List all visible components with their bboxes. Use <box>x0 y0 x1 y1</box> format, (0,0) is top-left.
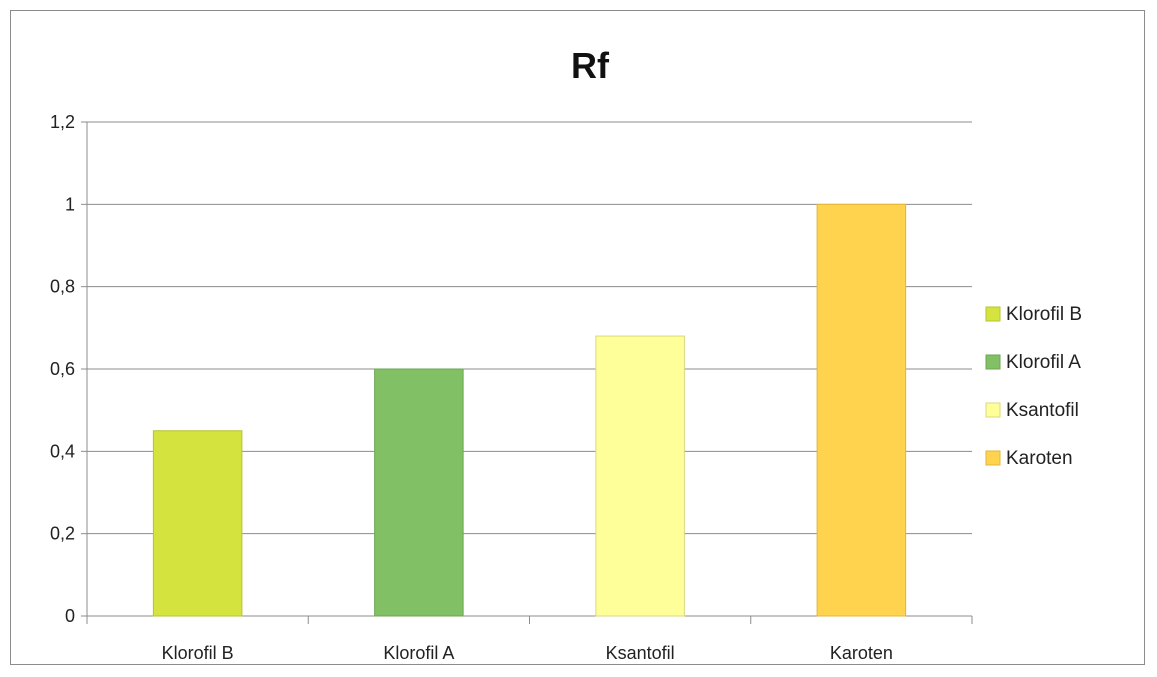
x-tick-label: Karoten <box>830 643 893 663</box>
bar <box>152 430 243 617</box>
x-tick-label: Klorofil A <box>383 643 454 663</box>
bars <box>152 203 907 617</box>
bar <box>595 335 685 617</box>
y-tick-label: 0,2 <box>50 524 75 544</box>
y-tick-label: 0,8 <box>50 277 75 297</box>
legend-swatch <box>985 402 1001 418</box>
x-tick-label: Klorofil B <box>162 643 234 663</box>
legend-label: Klorofil B <box>1006 304 1082 325</box>
x-tick-label: Ksantofil <box>606 643 675 663</box>
legend-swatch <box>985 450 1001 466</box>
legend-swatch <box>985 354 1001 370</box>
chart-title: Rf <box>571 45 610 86</box>
legend-swatch <box>985 306 1001 322</box>
y-tick-label: 1 <box>65 194 75 214</box>
y-tick-label: 0 <box>65 606 75 626</box>
y-tick-label: 0,6 <box>50 359 75 379</box>
bar <box>816 203 907 617</box>
tick-labels: 0 0,2 0,4 0,6 0,8 1 1,2 Klorofil B Klorofil A Ksa… <box>50 112 893 663</box>
y-tick-label: 0,4 <box>50 441 75 461</box>
legend-label: Ksantofil <box>1006 400 1079 421</box>
legend-label: Klorofil A <box>1006 352 1081 373</box>
bar <box>374 368 464 617</box>
legend-label: Karoten <box>1006 448 1073 469</box>
y-tick-label: 1,2 <box>50 112 75 132</box>
legend: Klorofil B Klorofil A Ksantofil Karoten <box>985 304 1082 469</box>
